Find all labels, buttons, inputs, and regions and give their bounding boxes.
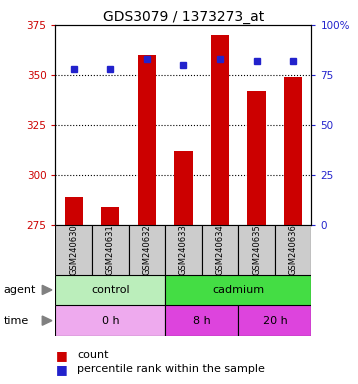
- Text: 8 h: 8 h: [193, 316, 211, 326]
- Text: count: count: [77, 350, 108, 360]
- Text: 0 h: 0 h: [102, 316, 119, 326]
- Bar: [101, 207, 120, 225]
- Bar: [211, 35, 229, 225]
- Bar: [238, 225, 275, 275]
- Text: GSM240633: GSM240633: [179, 224, 188, 275]
- Text: percentile rank within the sample: percentile rank within the sample: [77, 364, 265, 374]
- Text: control: control: [91, 285, 130, 295]
- Bar: [284, 77, 302, 225]
- Text: GSM240631: GSM240631: [106, 224, 115, 275]
- Bar: [165, 305, 238, 336]
- Polygon shape: [42, 316, 52, 325]
- Text: ■: ■: [55, 349, 67, 362]
- Text: 20 h: 20 h: [262, 316, 287, 326]
- Bar: [65, 197, 83, 225]
- Text: GSM240632: GSM240632: [142, 224, 151, 275]
- Text: ■: ■: [55, 363, 67, 376]
- Text: GSM240634: GSM240634: [216, 224, 224, 275]
- Bar: [238, 305, 311, 336]
- Text: GSM240630: GSM240630: [69, 224, 78, 275]
- Bar: [55, 275, 165, 305]
- Bar: [55, 305, 165, 336]
- Text: GSM240636: GSM240636: [289, 224, 297, 275]
- Bar: [165, 225, 202, 275]
- Bar: [92, 225, 129, 275]
- Text: GSM240635: GSM240635: [252, 224, 261, 275]
- Bar: [165, 275, 311, 305]
- Text: time: time: [4, 316, 29, 326]
- Bar: [202, 225, 238, 275]
- Title: GDS3079 / 1373273_at: GDS3079 / 1373273_at: [103, 10, 264, 24]
- Bar: [138, 55, 156, 225]
- Bar: [174, 151, 193, 225]
- Text: agent: agent: [4, 285, 36, 295]
- Text: cadmium: cadmium: [212, 285, 265, 295]
- Bar: [247, 91, 266, 225]
- Bar: [275, 225, 311, 275]
- Polygon shape: [42, 285, 52, 295]
- Bar: [55, 225, 92, 275]
- Bar: [129, 225, 165, 275]
